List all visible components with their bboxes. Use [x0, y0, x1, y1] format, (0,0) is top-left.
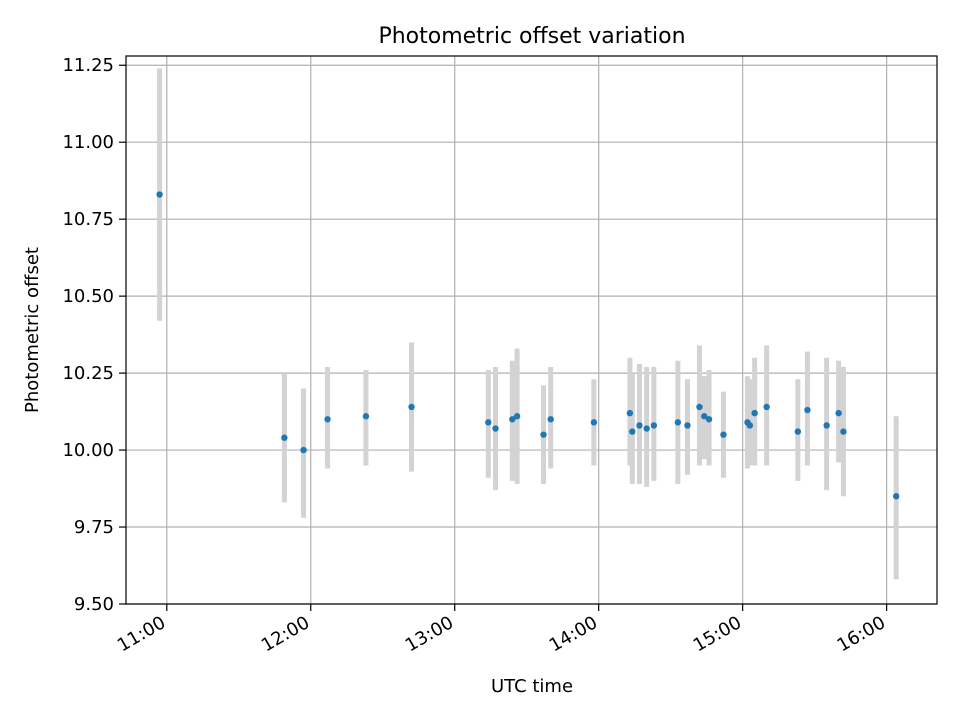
chart-title: Photometric offset variation	[378, 24, 685, 49]
data-points	[156, 191, 900, 500]
data-point	[300, 446, 307, 454]
data-point	[509, 416, 516, 423]
data-point	[794, 428, 802, 435]
data-point	[804, 406, 811, 414]
data-point	[485, 419, 492, 426]
data-point	[643, 425, 650, 432]
x-axis-label: UTC time	[491, 676, 573, 697]
data-point	[893, 493, 900, 500]
data-point	[674, 419, 682, 426]
data-point	[696, 403, 703, 411]
y-tick-label: 11.00	[62, 132, 114, 153]
data-point	[650, 422, 658, 429]
data-point	[547, 416, 554, 423]
data-point	[763, 403, 770, 411]
data-point	[835, 409, 842, 417]
data-point	[626, 409, 634, 417]
y-tick-label: 9.50	[74, 594, 114, 615]
data-point	[701, 413, 708, 420]
data-point	[324, 416, 331, 423]
data-point	[720, 431, 727, 438]
y-tick-label: 10.25	[62, 363, 114, 384]
y-tick-label: 10.75	[62, 209, 114, 230]
data-point	[540, 431, 547, 438]
y-axis-ticks: 9.50 9.75 10.00 10.25 10.50 10.75 11.00 11.25	[62, 55, 126, 615]
y-tick-label: 11.25	[62, 55, 114, 76]
data-point	[684, 422, 691, 429]
data-point	[513, 413, 521, 420]
data-point	[823, 422, 830, 429]
data-point	[840, 428, 847, 435]
data-point	[362, 413, 370, 420]
data-point	[156, 191, 163, 198]
y-tick-label: 9.75	[74, 517, 114, 538]
data-point	[705, 416, 713, 423]
data-point	[408, 403, 415, 411]
data-point	[636, 422, 643, 429]
data-point	[281, 434, 288, 441]
data-point	[746, 422, 754, 429]
y-tick-label: 10.50	[62, 286, 114, 307]
data-point	[629, 428, 636, 435]
y-tick-label: 10.00	[62, 440, 114, 461]
data-point	[751, 409, 758, 417]
data-point	[492, 425, 499, 432]
grid	[126, 56, 937, 605]
plot-frame	[125, 55, 938, 605]
y-axis-label: Photometric offset	[22, 247, 43, 413]
data-point	[590, 419, 598, 426]
